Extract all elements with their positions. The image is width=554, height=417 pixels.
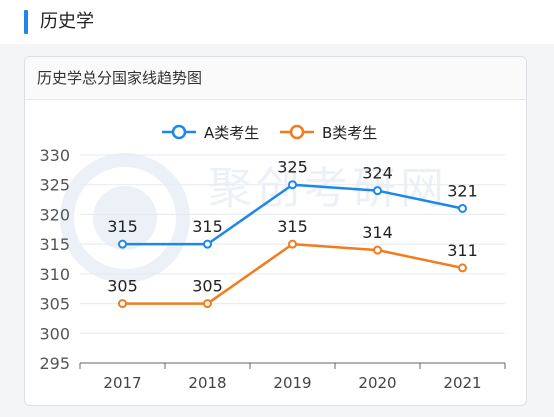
section-header: 历史学	[0, 0, 554, 44]
data-label: 315	[192, 217, 223, 236]
data-label: 315	[107, 217, 138, 236]
y-tick-label: 310	[39, 265, 70, 284]
data-point	[288, 239, 297, 249]
data-point	[118, 239, 127, 249]
x-tick-label: 2017	[103, 374, 141, 392]
x-tick-label: 2019	[273, 374, 311, 392]
data-label: 305	[192, 277, 223, 296]
y-tick-label: 315	[39, 235, 70, 254]
x-tick-label: 2020	[358, 374, 396, 392]
data-point	[458, 263, 467, 273]
y-tick-label: 325	[39, 176, 70, 195]
data-point	[118, 299, 127, 309]
data-label: 311	[447, 241, 478, 260]
watermark-logo-core	[93, 186, 157, 250]
y-tick-label: 295	[39, 354, 70, 373]
y-tick-label: 320	[39, 205, 70, 224]
chart-card-header: 历史学总分国家线趋势图	[25, 57, 526, 100]
data-point	[203, 299, 212, 309]
watermark-brand: 聚创考研网	[208, 163, 448, 214]
data-label: 325	[277, 158, 308, 177]
data-label: 315	[277, 217, 308, 236]
data-point	[288, 180, 297, 190]
legend-marker	[289, 124, 305, 140]
chart-card: 历史学总分国家线趋势图	[24, 56, 527, 406]
legend-marker	[171, 124, 187, 140]
section-title: 历史学	[40, 11, 94, 32]
data-point	[373, 186, 382, 196]
data-point	[458, 203, 467, 213]
legend-label: A类考生	[204, 124, 259, 142]
section-accent-bar	[24, 10, 28, 34]
legend-label: B类考生	[322, 124, 377, 142]
chart-card-title: 历史学总分国家线趋势图	[37, 69, 203, 87]
data-label: 314	[362, 223, 393, 242]
y-tick-label: 305	[39, 295, 70, 314]
data-label: 305	[107, 277, 138, 296]
x-tick-label: 2021	[443, 374, 481, 392]
watermark-logo-ring	[60, 153, 190, 283]
x-tick-label: 2018	[188, 374, 226, 392]
data-point	[203, 239, 212, 249]
y-tick-label: 330	[39, 146, 70, 165]
data-label: 321	[447, 181, 478, 200]
y-tick-label: 300	[39, 324, 70, 343]
data-label: 324	[362, 164, 393, 183]
data-point	[373, 245, 382, 255]
